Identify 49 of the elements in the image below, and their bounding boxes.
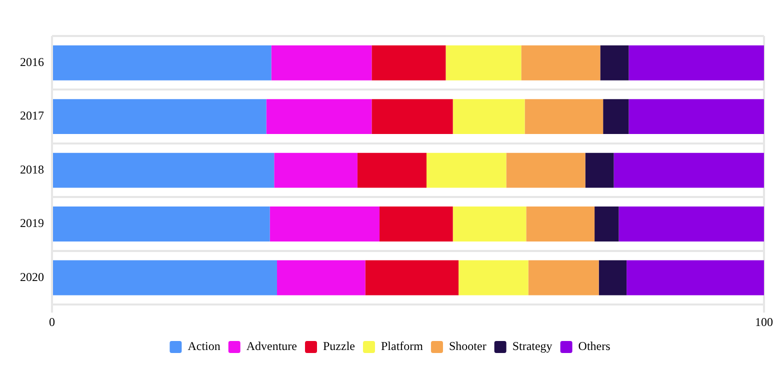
- bar: [600, 45, 629, 80]
- bar: [614, 152, 764, 188]
- bar: [628, 99, 764, 134]
- bar: [598, 260, 627, 296]
- x-tick-label: 100: [755, 314, 773, 329]
- bar: [53, 152, 274, 188]
- y-tick-label: 2020: [20, 270, 44, 284]
- bar: [276, 260, 366, 296]
- bar: [53, 45, 272, 80]
- bar: [271, 45, 372, 80]
- bar: [594, 206, 619, 242]
- bar: [274, 152, 358, 188]
- bar: [458, 260, 528, 296]
- y-tick-label: 2017: [20, 108, 44, 123]
- bar: [426, 152, 506, 188]
- legend-label: Action: [188, 339, 220, 354]
- bar: [372, 99, 453, 134]
- legend-label: Shooter: [448, 339, 486, 354]
- bar: [357, 152, 427, 188]
- bar: [372, 45, 446, 80]
- bar: [626, 260, 764, 296]
- bar: [270, 206, 380, 242]
- y-tick-label: 2018: [20, 162, 44, 176]
- bar: [528, 260, 599, 296]
- bar: [521, 45, 600, 80]
- bar: [618, 206, 764, 242]
- bar: [524, 99, 604, 134]
- legend-label: Adventure: [246, 339, 298, 354]
- y-tick-label: 2016: [20, 55, 44, 70]
- bar: [53, 260, 277, 296]
- bar: [446, 45, 522, 80]
- bar: [53, 206, 270, 242]
- bar: [53, 99, 266, 134]
- bar: [380, 206, 453, 242]
- bar: [603, 99, 629, 134]
- legend-label: Strategy: [512, 339, 552, 354]
- bar: [365, 260, 459, 296]
- legend-label: Others: [578, 339, 611, 354]
- bar: [506, 152, 586, 188]
- legend-label: Puzzle: [323, 339, 356, 354]
- x-tick-label: 0: [49, 314, 55, 329]
- bar: [266, 99, 372, 134]
- y-tick-label: 2019: [20, 216, 44, 230]
- bar: [452, 206, 526, 242]
- bar: [585, 152, 614, 188]
- bar: [452, 99, 525, 134]
- legend-label: Platform: [380, 339, 424, 354]
- bar: [628, 45, 764, 80]
- bar: [526, 206, 595, 242]
